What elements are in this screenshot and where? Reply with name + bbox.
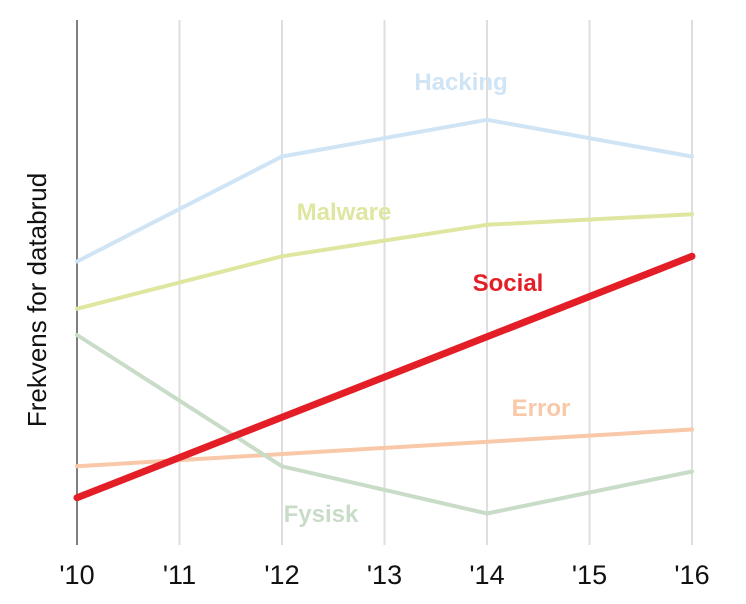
data-point-fysisk — [75, 333, 79, 337]
series-line-fysisk — [75, 333, 693, 516]
data-point-malware — [280, 254, 284, 259]
x-tick-label: '11 — [163, 560, 196, 590]
series-line-malware — [76, 212, 693, 311]
data-point-hacking — [280, 154, 284, 159]
data-point-social — [688, 252, 696, 260]
x-tick-label: '13 — [367, 560, 402, 590]
series-line-social — [75, 253, 694, 502]
data-point-social — [73, 494, 81, 502]
series-lines — [73, 117, 696, 516]
data-point-fysisk — [485, 511, 489, 516]
series-label-fysisk: Fysisk — [284, 501, 359, 528]
data-point-hacking — [485, 117, 489, 122]
data-point-malware — [485, 222, 489, 227]
series-label-error: Error — [512, 395, 571, 422]
x-tick-label: '14 — [469, 560, 504, 590]
y-axis-label: Frekvens for databrud — [22, 173, 52, 427]
x-tick-label: '16 — [674, 560, 709, 590]
x-tick-label: '10 — [59, 560, 94, 590]
series-label-hacking: Hacking — [414, 69, 507, 96]
vertical-gridlines — [178, 20, 693, 545]
data-point-malware — [75, 306, 79, 311]
data-point-malware — [690, 212, 694, 217]
series-label-social: Social — [473, 270, 544, 297]
x-tick-label: '15 — [572, 560, 607, 590]
data-point-error — [75, 464, 79, 469]
x-tick-labels: '10 '11 '12 '13 '14 '15 '16 — [59, 560, 709, 590]
series-label-malware: Malware — [297, 199, 392, 226]
data-point-error — [690, 427, 694, 432]
data-point-hacking — [75, 259, 79, 264]
data-point-fysisk — [690, 469, 694, 474]
series-line-hacking — [76, 117, 693, 264]
series-labels: Hacking Malware Error Fysisk Social — [284, 69, 571, 528]
data-point-fysisk — [280, 464, 284, 469]
x-tick-label: '12 — [264, 560, 299, 590]
data-point-hacking — [690, 154, 694, 159]
